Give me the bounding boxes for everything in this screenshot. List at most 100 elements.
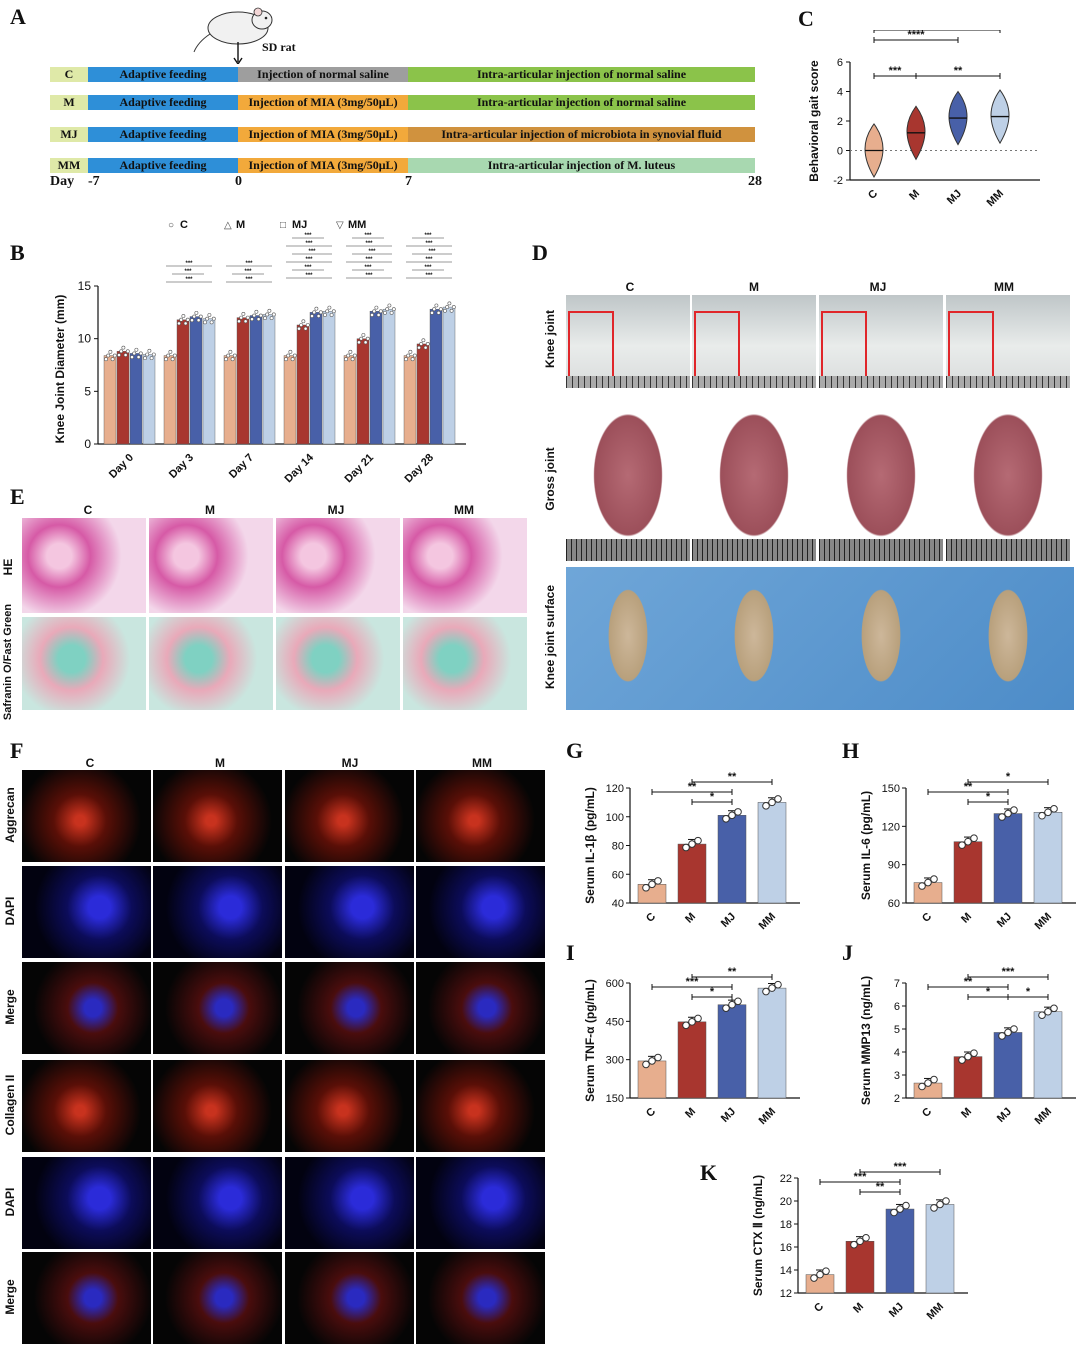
safranin-stain-image [276, 617, 400, 710]
y-axis-title: Behavioral gait score [807, 60, 821, 182]
data-point [331, 309, 336, 314]
data-point [768, 798, 776, 807]
data-point [436, 310, 441, 315]
data-point [694, 836, 702, 845]
x-tick-label: C [866, 188, 880, 202]
data-point [265, 312, 270, 317]
safranin-stain-image [403, 617, 527, 710]
y-tick-label: 450 [606, 1016, 624, 1028]
d-row-gross-joint: Gross joint [543, 447, 557, 511]
x-tick-label: M [683, 911, 698, 926]
y-tick-label: 100 [606, 812, 624, 824]
data-point [192, 314, 197, 319]
y-tick-label: 600 [606, 978, 624, 990]
timeline-group-segment: MM [50, 158, 88, 173]
data-point [998, 1032, 1006, 1040]
gross-joint-photo [946, 396, 1070, 561]
data-point [964, 837, 972, 846]
sig-label: *** [185, 277, 193, 283]
data-point [263, 316, 267, 321]
data-point [138, 351, 143, 356]
data-point [930, 875, 938, 883]
data-point [964, 1052, 972, 1061]
bar-c [103, 355, 117, 445]
sig-label: *** [305, 257, 313, 263]
bar-mm [757, 802, 787, 904]
y-tick-label: 3 [894, 1070, 900, 1082]
f-row-collagen-ii: Collagen II [3, 1074, 17, 1136]
gross-joint-photo [819, 396, 943, 561]
bar-c [403, 355, 417, 445]
bar-mj [189, 316, 203, 445]
sig-label: *** [244, 269, 252, 275]
data-point [209, 320, 214, 325]
data-point [179, 317, 184, 322]
data-point [816, 1270, 824, 1279]
sig-label: *** [304, 233, 312, 239]
sig-label: * [1006, 771, 1011, 783]
f-col-mm: MM [472, 756, 492, 770]
y-tick-label: 20 [780, 1196, 792, 1208]
data-point [1010, 806, 1018, 814]
data-point [387, 303, 392, 308]
data-point [722, 1004, 730, 1012]
sig-label: *** [185, 261, 193, 267]
x-tick-label: MM [985, 188, 1006, 209]
x-tick-label: MM [1033, 1106, 1054, 1127]
y-tick-label: 14 [780, 1265, 792, 1277]
data-point [408, 349, 413, 354]
x-tick-label: Day 21 [343, 452, 377, 486]
legend-label: M [236, 219, 245, 231]
data-point [346, 353, 351, 358]
sig-label: *** [1002, 966, 1016, 978]
y-tick-label: 300 [606, 1055, 624, 1067]
y-tick-label: 10 [78, 332, 92, 346]
bar-mj [885, 1208, 915, 1294]
data-point [385, 307, 390, 312]
data-point [232, 353, 237, 358]
data-point [449, 308, 454, 313]
data-point [177, 321, 181, 326]
highlight-box [821, 311, 867, 385]
y-tick-label: 0 [84, 437, 91, 451]
x-tick-label: MJ [719, 911, 738, 930]
bar-m [845, 1241, 875, 1294]
x-tick-label: Day 14 [283, 451, 317, 485]
data-point [850, 1240, 858, 1249]
data-point [224, 357, 228, 362]
ruler [692, 376, 816, 388]
ruler [819, 376, 943, 388]
day-axis-label: Day [50, 174, 75, 189]
timeline-adaptive-segment: Adaptive feeding [88, 158, 238, 173]
x-tick-label: M [959, 1106, 974, 1121]
data-point [132, 351, 137, 356]
he-stain-image [149, 518, 273, 613]
data-point [237, 319, 241, 324]
data-point [136, 355, 141, 360]
data-point [958, 1056, 966, 1064]
data-point [682, 1021, 690, 1030]
data-point [372, 309, 377, 314]
data-point [194, 310, 199, 315]
fluorescence-image [285, 1157, 414, 1249]
timeline-adaptive-segment: Adaptive feeding [88, 95, 238, 110]
data-point [245, 315, 250, 320]
y-tick-label: 80 [612, 841, 624, 853]
timeline-adaptive-segment: Adaptive feeding [88, 127, 238, 142]
panel-label-a: A [10, 4, 26, 29]
fluorescence-image [22, 1060, 151, 1152]
data-point [286, 353, 291, 358]
data-point [110, 357, 115, 362]
data-point [230, 357, 235, 362]
rat-icon [193, 7, 273, 64]
data-point [134, 347, 139, 352]
fluorescence-image [22, 1157, 151, 1249]
bar-m [677, 1021, 707, 1099]
bar-c [343, 355, 357, 445]
data-point [352, 353, 357, 358]
timeline-adaptive-segment: Adaptive feeding [88, 67, 238, 82]
y-axis-title: Serum IL-1β (pg/mL) [583, 787, 597, 904]
sig-label: *** [889, 65, 903, 77]
